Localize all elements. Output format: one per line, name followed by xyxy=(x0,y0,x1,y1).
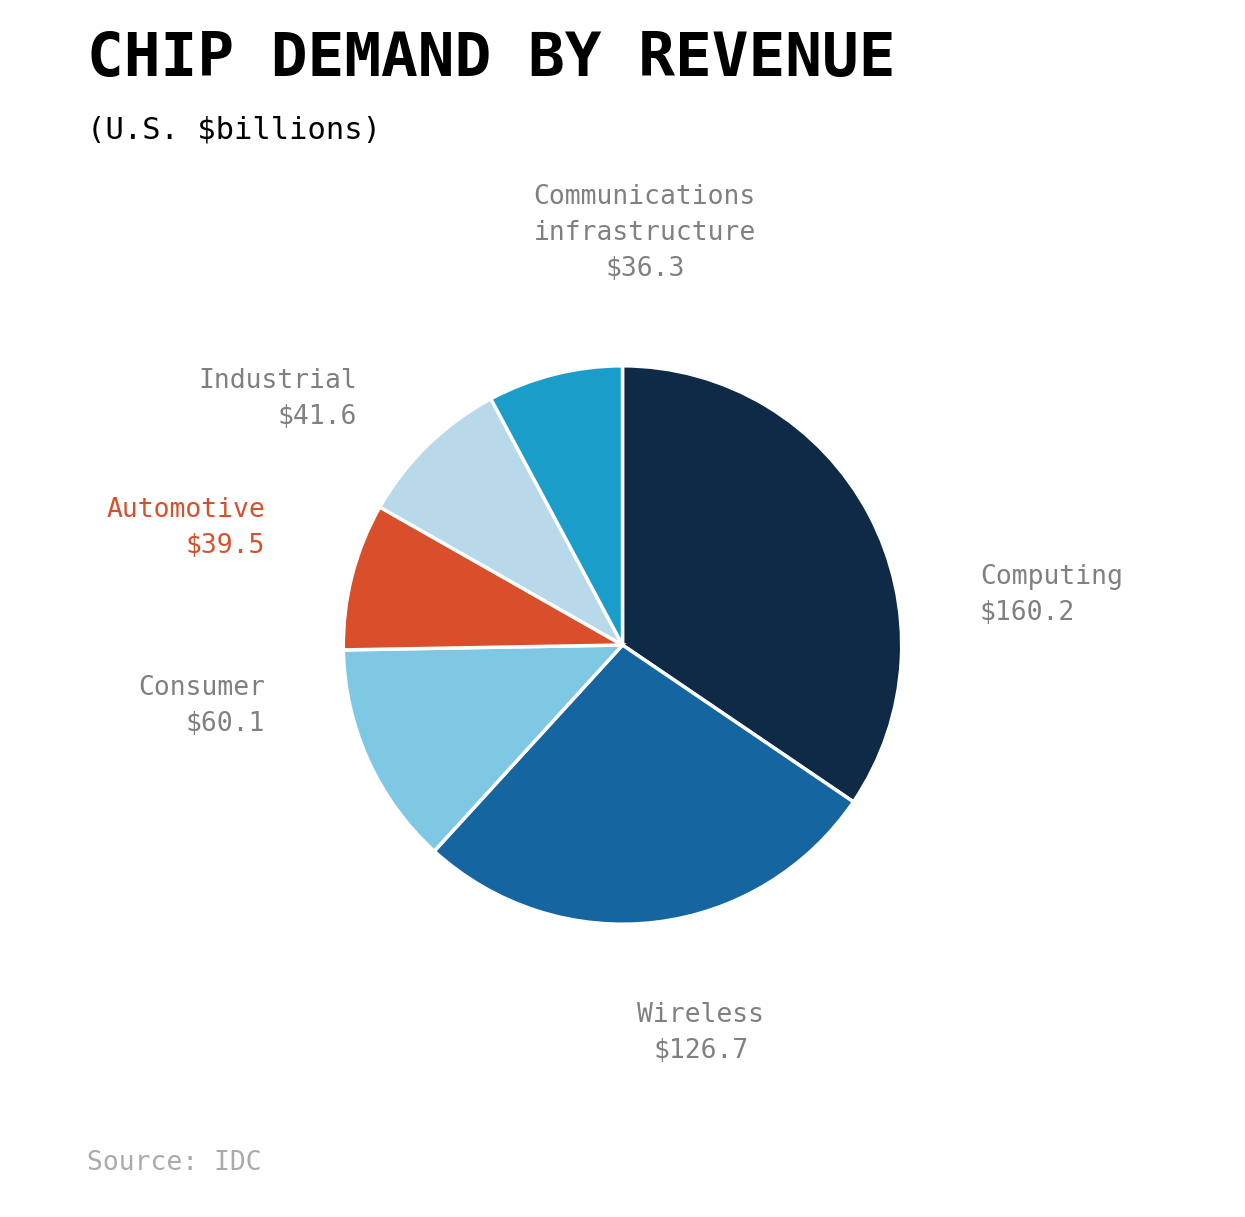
Text: Communications
infrastructure
$36.3: Communications infrastructure $36.3 xyxy=(534,184,756,282)
Text: Source: IDC: Source: IDC xyxy=(87,1150,261,1176)
Wedge shape xyxy=(344,645,622,851)
Wedge shape xyxy=(491,366,622,645)
Text: (U.S. $billions): (U.S. $billions) xyxy=(87,116,381,145)
Text: CHIP DEMAND BY REVENUE: CHIP DEMAND BY REVENUE xyxy=(87,30,895,89)
Text: Industrial
$41.6: Industrial $41.6 xyxy=(198,369,357,431)
Wedge shape xyxy=(622,366,901,802)
Text: Wireless
$126.7: Wireless $126.7 xyxy=(637,1003,764,1065)
Wedge shape xyxy=(380,399,622,645)
Text: Automotive
$39.5: Automotive $39.5 xyxy=(106,497,265,559)
Wedge shape xyxy=(435,645,854,924)
Text: Consumer
$60.1: Consumer $60.1 xyxy=(138,675,265,738)
Wedge shape xyxy=(344,507,622,650)
Text: Computing
$160.2: Computing $160.2 xyxy=(980,563,1123,626)
